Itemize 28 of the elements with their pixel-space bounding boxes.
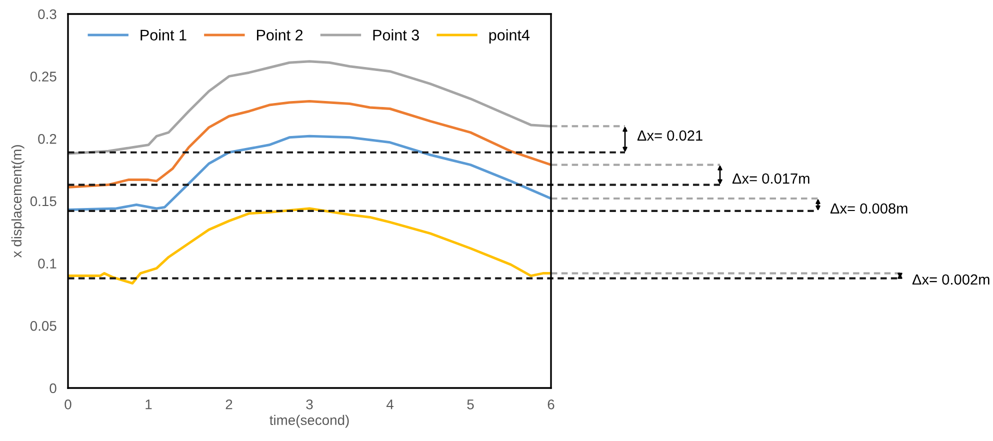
x-tick-label: 0 xyxy=(64,399,72,410)
y-tick-label: 0.3 xyxy=(38,9,56,20)
y-tick-label: 0.1 xyxy=(38,258,56,269)
y-tick-label: 0.25 xyxy=(30,72,56,82)
line-series xyxy=(68,100,551,189)
y-tick-label: 0.05 xyxy=(30,321,56,331)
x-tick-label: 6 xyxy=(548,399,554,410)
line-series xyxy=(68,207,551,285)
legend-label: Point 3 xyxy=(373,29,419,40)
line-series xyxy=(68,134,551,211)
text: Δx= 0.021 xyxy=(637,130,702,141)
x-tick-label: 1 xyxy=(146,400,152,410)
line-series xyxy=(68,60,551,155)
y-tick-label: 0.2 xyxy=(38,134,56,144)
text: Δx= 0.017m xyxy=(732,173,810,184)
text: Δx= 0.002m xyxy=(912,274,990,285)
legend-label: Point 1 xyxy=(140,29,186,40)
x-tick-label: 5 xyxy=(467,400,474,410)
y-tick-label: 0 xyxy=(50,383,56,394)
legend-label: Point 2 xyxy=(256,29,303,40)
y-axis-title: x displacement(m) xyxy=(11,145,24,258)
legend-label: point4 xyxy=(489,29,530,44)
text: Δx= 0.008m xyxy=(830,203,908,214)
x-tick-label: 4 xyxy=(386,400,394,410)
x-tick-label: 3 xyxy=(306,399,313,410)
x-tick-label: 2 xyxy=(226,399,232,410)
y-tick-label: 0.15 xyxy=(30,196,56,206)
x-axis-title: time(second) xyxy=(270,414,349,428)
